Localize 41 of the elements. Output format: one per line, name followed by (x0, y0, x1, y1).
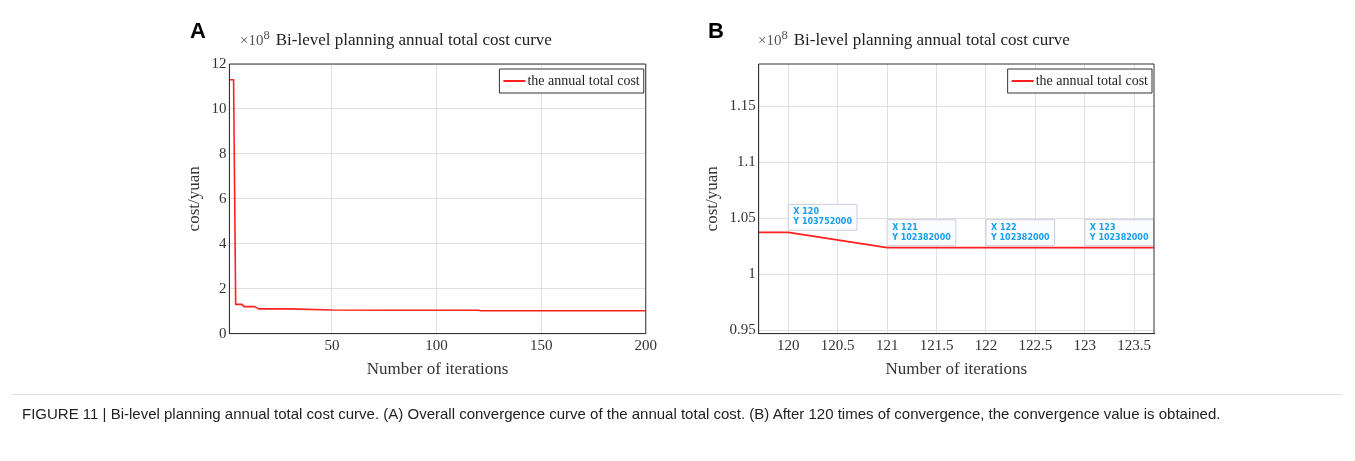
x-axis-title: Number of iterations (885, 359, 1028, 379)
y-tick-label: 4 (218, 234, 227, 251)
x-tick-label: 123.5 (1117, 336, 1152, 353)
text: ×10$^{8}$ (758, 28, 788, 48)
annotation: X 123 Y 102382000 (1088, 222, 1149, 242)
y-tick-label: 8 (218, 144, 227, 161)
text: A (190, 18, 206, 44)
y-tick-label: 1.05 (729, 209, 756, 226)
x-tick-label: 150 (529, 336, 553, 353)
y-tick-label: 0.95 (729, 321, 756, 338)
text: B (708, 18, 724, 44)
x-axis-title: Number of iterations (366, 359, 509, 379)
y-tick-label: 6 (218, 189, 227, 206)
x-tick-label: 122 (974, 336, 998, 353)
chart-title: Bi-level planning annual total cost curve (275, 30, 552, 49)
legend-label: the annual total cost (1035, 72, 1149, 88)
caption: FIGURE 11 | Bi-level planning annual total cost curve. (A) Overall convergence curve of the annual total cost. (B) After 120 times of convergence, the convergence value is obtained. (12, 394, 1342, 433)
y-tick-label: 1.15 (729, 97, 756, 114)
x-tick-label: 120.5 (820, 336, 855, 353)
x-tick-label: 200 (634, 336, 657, 353)
x-tick-label: 122.5 (1018, 336, 1053, 353)
y-tick-label: 1.1 (736, 153, 756, 170)
x-tick-label: 50 (324, 336, 340, 353)
y-axis-title: cost/yuan (701, 165, 721, 232)
x-tick-label: 123 (1073, 336, 1097, 353)
legend-label: the annual total cost (527, 72, 640, 88)
y-tick-label: 10 (211, 99, 227, 116)
annotation: X 122 Y 102382000 (989, 222, 1051, 242)
y-tick-label: 1 (748, 265, 756, 282)
y-axis-title: cost/yuan (183, 165, 203, 232)
x-tick-label: 121.5 (919, 336, 954, 353)
y-tick-label: 0 (218, 324, 227, 341)
y-tick-label: 2 (218, 279, 227, 296)
x-tick-label: 100 (425, 336, 448, 353)
chart-title: Bi-level planning annual total cost curve (793, 30, 1070, 49)
text: ×10$^{8}$ (240, 28, 270, 48)
x-tick-label: 120 (777, 336, 800, 353)
annotation: X 121 Y 102382000 (891, 222, 952, 242)
x-tick-label: 121 (875, 336, 899, 353)
annotation: X 120 Y 103752000 (792, 207, 853, 227)
y-tick-label: 12 (211, 54, 227, 71)
